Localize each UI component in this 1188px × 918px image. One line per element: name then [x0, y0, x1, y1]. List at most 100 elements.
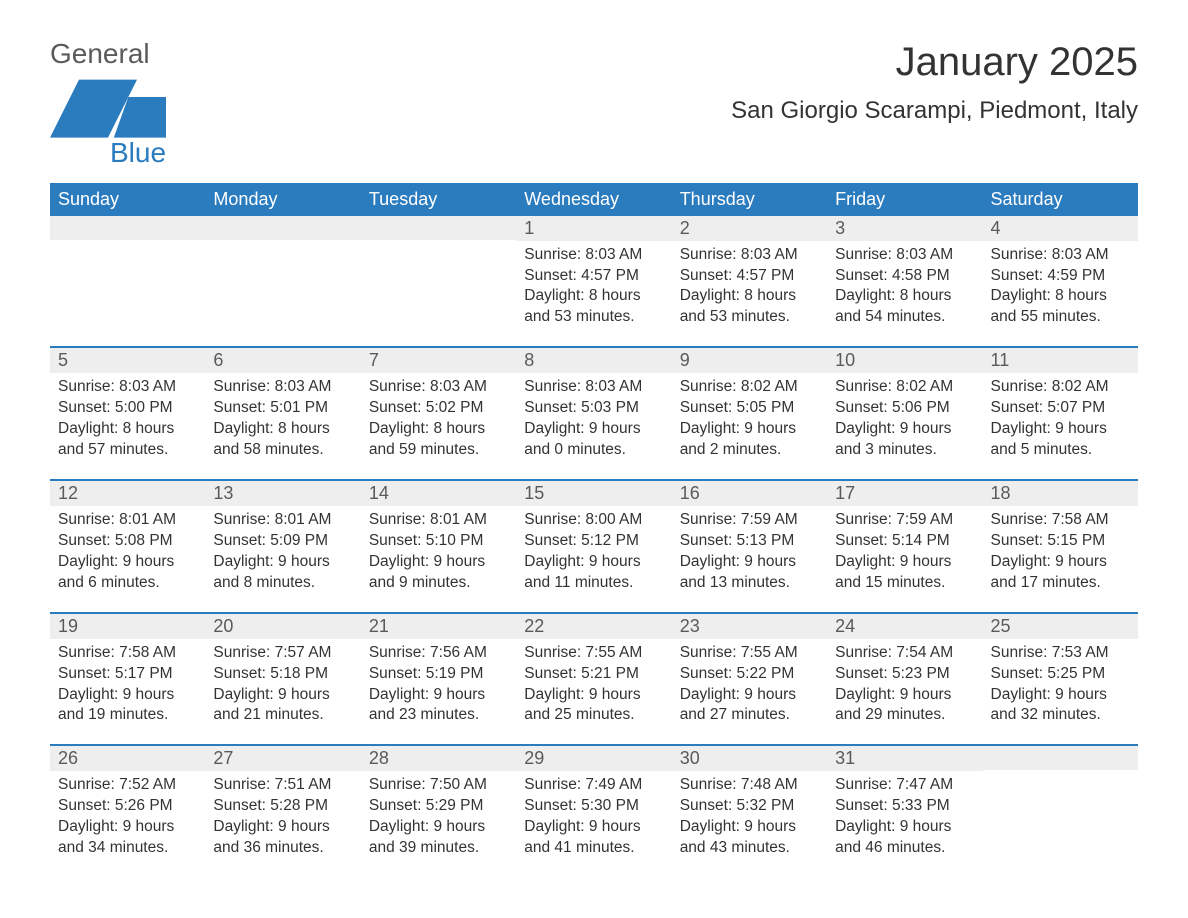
title-block: January 2025 San Giorgio Scarampi, Piedm…	[731, 40, 1138, 125]
day-number: 18	[983, 481, 1138, 506]
sunrise-line: Sunrise: 7:55 AM	[680, 643, 819, 664]
page-title: January 2025	[731, 40, 1138, 85]
day-header: Monday	[205, 183, 360, 216]
daylight-line2: and 11 minutes.	[524, 573, 663, 594]
daylight-line1: Daylight: 9 hours	[835, 685, 974, 706]
sunset-line: Sunset: 5:22 PM	[680, 664, 819, 685]
sunset-line: Sunset: 5:05 PM	[680, 398, 819, 419]
sunrise-line: Sunrise: 8:01 AM	[213, 510, 352, 531]
day-data: Sunrise: 7:55 AMSunset: 5:22 PMDaylight:…	[672, 639, 827, 735]
day-number: 28	[361, 746, 516, 771]
daylight-line1: Daylight: 9 hours	[524, 552, 663, 573]
day-data: Sunrise: 7:56 AMSunset: 5:19 PMDaylight:…	[361, 639, 516, 735]
sunset-line: Sunset: 5:25 PM	[991, 664, 1130, 685]
day-data: Sunrise: 8:01 AMSunset: 5:09 PMDaylight:…	[205, 506, 360, 602]
sunset-line: Sunset: 5:13 PM	[680, 531, 819, 552]
day-number: 9	[672, 348, 827, 373]
calendar-cell	[205, 216, 360, 337]
daylight-line1: Daylight: 8 hours	[524, 286, 663, 307]
day-number: 8	[516, 348, 671, 373]
calendar-cell: 26Sunrise: 7:52 AMSunset: 5:26 PMDayligh…	[50, 746, 205, 867]
sunrise-line: Sunrise: 7:50 AM	[369, 775, 508, 796]
day-data: Sunrise: 7:52 AMSunset: 5:26 PMDaylight:…	[50, 771, 205, 867]
day-number: 23	[672, 614, 827, 639]
sunrise-line: Sunrise: 7:51 AM	[213, 775, 352, 796]
day-number: 24	[827, 614, 982, 639]
day-data: Sunrise: 8:01 AMSunset: 5:08 PMDaylight:…	[50, 506, 205, 602]
sunrise-line: Sunrise: 7:58 AM	[991, 510, 1130, 531]
sunset-line: Sunset: 4:57 PM	[524, 266, 663, 287]
day-data: Sunrise: 8:03 AMSunset: 4:58 PMDaylight:…	[827, 241, 982, 337]
calendar-cell: 17Sunrise: 7:59 AMSunset: 5:14 PMDayligh…	[827, 481, 982, 602]
sunrise-line: Sunrise: 8:02 AM	[835, 377, 974, 398]
sunset-line: Sunset: 5:09 PM	[213, 531, 352, 552]
day-data: Sunrise: 7:58 AMSunset: 5:17 PMDaylight:…	[50, 639, 205, 735]
daylight-line2: and 2 minutes.	[680, 440, 819, 461]
day-data: Sunrise: 8:03 AMSunset: 5:01 PMDaylight:…	[205, 373, 360, 469]
empty-day	[361, 216, 516, 240]
sunset-line: Sunset: 5:02 PM	[369, 398, 508, 419]
day-number: 31	[827, 746, 982, 771]
calendar-cell	[361, 216, 516, 337]
calendar-cell: 12Sunrise: 8:01 AMSunset: 5:08 PMDayligh…	[50, 481, 205, 602]
daylight-line2: and 0 minutes.	[524, 440, 663, 461]
daylight-line1: Daylight: 9 hours	[369, 817, 508, 838]
calendar-cell	[983, 746, 1138, 867]
daylight-line2: and 53 minutes.	[680, 307, 819, 328]
daylight-line2: and 29 minutes.	[835, 705, 974, 726]
day-data: Sunrise: 8:02 AMSunset: 5:06 PMDaylight:…	[827, 373, 982, 469]
day-header-row: SundayMondayTuesdayWednesdayThursdayFrid…	[50, 183, 1138, 216]
calendar-cell: 27Sunrise: 7:51 AMSunset: 5:28 PMDayligh…	[205, 746, 360, 867]
daylight-line1: Daylight: 9 hours	[680, 817, 819, 838]
daylight-line2: and 27 minutes.	[680, 705, 819, 726]
sunset-line: Sunset: 5:00 PM	[58, 398, 197, 419]
sunset-line: Sunset: 5:26 PM	[58, 796, 197, 817]
sunrise-line: Sunrise: 7:55 AM	[524, 643, 663, 664]
calendar-cell: 20Sunrise: 7:57 AMSunset: 5:18 PMDayligh…	[205, 614, 360, 735]
day-number: 11	[983, 348, 1138, 373]
daylight-line1: Daylight: 8 hours	[58, 419, 197, 440]
daylight-line1: Daylight: 8 hours	[213, 419, 352, 440]
daylight-line1: Daylight: 9 hours	[213, 552, 352, 573]
calendar-cell: 11Sunrise: 8:02 AMSunset: 5:07 PMDayligh…	[983, 348, 1138, 469]
sunset-line: Sunset: 5:30 PM	[524, 796, 663, 817]
calendar-cell: 31Sunrise: 7:47 AMSunset: 5:33 PMDayligh…	[827, 746, 982, 867]
daylight-line1: Daylight: 9 hours	[835, 419, 974, 440]
logo-text: General Blue	[50, 40, 166, 167]
daylight-line2: and 46 minutes.	[835, 838, 974, 859]
calendar-cell: 19Sunrise: 7:58 AMSunset: 5:17 PMDayligh…	[50, 614, 205, 735]
calendar-cell: 15Sunrise: 8:00 AMSunset: 5:12 PMDayligh…	[516, 481, 671, 602]
day-number: 17	[827, 481, 982, 506]
daylight-line2: and 8 minutes.	[213, 573, 352, 594]
day-number: 21	[361, 614, 516, 639]
sunrise-line: Sunrise: 8:02 AM	[991, 377, 1130, 398]
daylight-line2: and 53 minutes.	[524, 307, 663, 328]
sunset-line: Sunset: 5:12 PM	[524, 531, 663, 552]
day-number: 29	[516, 746, 671, 771]
logo-blue: Blue	[110, 139, 166, 167]
sunrise-line: Sunrise: 7:53 AM	[991, 643, 1130, 664]
calendar-cell: 1 Sunrise: 8:03 AMSunset: 4:57 PMDaylight…	[516, 216, 671, 337]
day-data: Sunrise: 7:58 AMSunset: 5:15 PMDaylight:…	[983, 506, 1138, 602]
sunset-line: Sunset: 5:28 PM	[213, 796, 352, 817]
daylight-line1: Daylight: 9 hours	[680, 419, 819, 440]
day-number: 1	[516, 216, 671, 241]
daylight-line2: and 59 minutes.	[369, 440, 508, 461]
week-row: 5Sunrise: 8:03 AMSunset: 5:00 PMDaylight…	[50, 346, 1138, 469]
calendar-cell: 29Sunrise: 7:49 AMSunset: 5:30 PMDayligh…	[516, 746, 671, 867]
sunrise-line: Sunrise: 7:49 AM	[524, 775, 663, 796]
daylight-line2: and 21 minutes.	[213, 705, 352, 726]
day-header: Sunday	[50, 183, 205, 216]
empty-day	[50, 216, 205, 240]
calendar-cell: 23Sunrise: 7:55 AMSunset: 5:22 PMDayligh…	[672, 614, 827, 735]
sunrise-line: Sunrise: 8:03 AM	[524, 377, 663, 398]
daylight-line1: Daylight: 8 hours	[835, 286, 974, 307]
day-number: 19	[50, 614, 205, 639]
day-data: Sunrise: 7:59 AMSunset: 5:14 PMDaylight:…	[827, 506, 982, 602]
day-data: Sunrise: 8:03 AMSunset: 5:03 PMDaylight:…	[516, 373, 671, 469]
daylight-line2: and 15 minutes.	[835, 573, 974, 594]
daylight-line2: and 5 minutes.	[991, 440, 1130, 461]
sunrise-line: Sunrise: 8:03 AM	[524, 245, 663, 266]
sunset-line: Sunset: 5:21 PM	[524, 664, 663, 685]
week-row: 12Sunrise: 8:01 AMSunset: 5:08 PMDayligh…	[50, 479, 1138, 602]
